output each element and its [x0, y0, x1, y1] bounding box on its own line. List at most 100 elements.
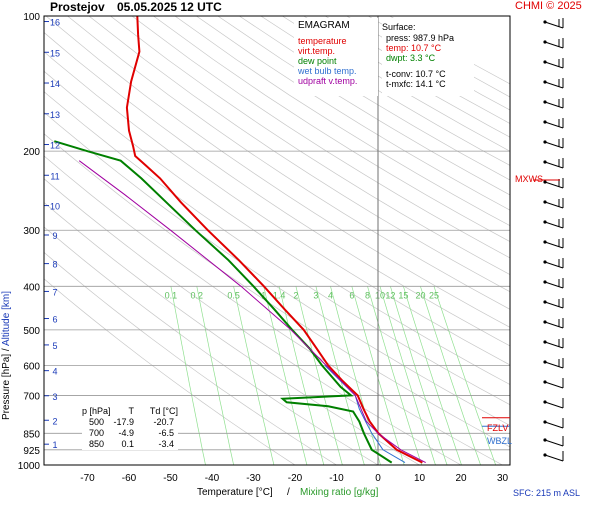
altitude-tick-label: 16 — [50, 18, 60, 28]
wind-barb-shaft — [545, 422, 563, 428]
pressure-tick-label: 200 — [23, 147, 40, 158]
temperature-tick-label: -30 — [246, 473, 261, 484]
altitude-tick-label: 1 — [52, 440, 57, 450]
temperature-tick-label: 10 — [414, 473, 426, 484]
wind-barb-shaft — [545, 122, 563, 128]
wind-barbs-column — [533, 18, 563, 461]
wind-barb-shaft — [545, 222, 563, 228]
surface-tconv: t-conv: 10.7 °C — [386, 69, 446, 79]
table-row: 500 -17.9 -20.7 — [82, 417, 178, 428]
title-station: Prostejov — [50, 0, 105, 14]
altitude-tick-label: 7 — [52, 287, 57, 297]
wind-barb-shaft — [545, 302, 563, 308]
table-cell-p: 850 — [82, 439, 104, 450]
altitude-tick-label: 10 — [50, 202, 60, 212]
wind-barb-shaft — [545, 142, 563, 148]
altitude-tick-label: 13 — [50, 110, 60, 120]
table-header-p: p [hPa] — [82, 406, 118, 417]
wind-barb-shaft — [545, 22, 563, 28]
wind-barb-shaft — [545, 382, 563, 388]
table-cell-p: 500 — [82, 417, 104, 428]
wind-barb-shaft — [545, 455, 563, 461]
x-axis-title-mixing: Mixing ratio [g/kg] — [300, 488, 378, 498]
marker-mxws: MXWS — [515, 174, 543, 184]
surface-temp: temp: 10.7 °C — [386, 43, 441, 53]
wind-barb-shaft — [545, 202, 563, 208]
mixing-ratio-line — [316, 286, 365, 465]
temperature-tick-label: -60 — [122, 473, 137, 484]
mixing-ratio-label: 15 — [398, 290, 408, 300]
wind-barb-shaft — [545, 342, 563, 348]
table-cell-t: -17.9 — [104, 417, 134, 428]
level-table: p [hPa] T Td [°C] 500 -17.9 -20.7 700 -4… — [82, 406, 178, 450]
title-datetime: 05.05.2025 12 UTC — [117, 0, 222, 14]
temperature-tick-label: 0 — [375, 473, 381, 484]
pressure-tick-label: 850 — [23, 429, 40, 440]
altitude-tick-label: 14 — [50, 79, 60, 89]
table-cell-td: -6.5 — [134, 428, 174, 439]
wind-barb-shaft — [545, 242, 563, 248]
y-axis-title: Pressure [hPa] / Altitude [km] — [0, 160, 14, 420]
wind-barb-shaft — [545, 402, 563, 408]
surface-info: Surface: press: 987.9 hPa temp: 10.7 °C … — [382, 18, 474, 96]
pressure-tick-label: 400 — [23, 282, 40, 293]
mixing-ratio-line — [390, 286, 447, 465]
mixing-ratio-label: 0.1 — [165, 290, 178, 300]
wind-barb-shaft — [545, 162, 563, 168]
marker-wbzl: WBZL — [487, 436, 512, 446]
x-axis-title-sep: / — [287, 488, 290, 498]
table-cell-td: -20.7 — [134, 417, 174, 428]
wind-barb-shaft — [545, 282, 563, 288]
wind-barb-shaft — [545, 440, 563, 446]
pressure-tick-label: 925 — [23, 446, 40, 457]
wind-barb-shaft — [545, 262, 563, 268]
mixing-ratio-label: 0.2 — [191, 290, 204, 300]
mixing-ratio-label: 10 — [375, 290, 385, 300]
temperature-tick-label: 30 — [497, 473, 509, 484]
level-table-header: p [hPa] T Td [°C] — [82, 406, 178, 417]
legend-item-dew-point: dew point — [298, 56, 337, 66]
wind-barb-shaft — [545, 102, 563, 108]
table-header-t: T — [118, 406, 134, 417]
wind-barb-shaft — [545, 182, 563, 188]
altitude-tick-label: 8 — [52, 260, 57, 270]
legend-title: EMAGRAM — [298, 20, 350, 32]
altitude-tick-label: 15 — [50, 48, 60, 58]
credit-label: CHMI © 2025 — [515, 0, 582, 13]
x-axis-title-temperature: Temperature [°C] — [197, 488, 273, 498]
temperature-tick-label: 20 — [455, 473, 467, 484]
altitude-tick-label: 11 — [50, 171, 59, 181]
mixing-ratio-line — [234, 286, 274, 465]
legend-item-wet-bulb: wet bulb temp. — [298, 66, 357, 76]
y-axis-title-pressure: Pressure [hPa] — [1, 354, 12, 420]
sfc-elevation-label: SFC: 215 m ASL — [513, 488, 580, 498]
table-row: 850 0.1 -3.4 — [82, 439, 178, 450]
table-cell-p: 700 — [82, 428, 104, 439]
table-cell-t: 0.1 — [104, 439, 134, 450]
temperature-tick-label: -10 — [329, 473, 344, 484]
legend-item-temperature: temperature — [298, 36, 347, 46]
altitude-tick-label: 5 — [52, 341, 57, 351]
y-axis-title-altitude: Altitude [km] — [1, 291, 12, 346]
mixing-ratio-label: 12 — [385, 290, 395, 300]
table-header-td: Td [°C] — [134, 406, 178, 417]
legend-item-updraft: udpraft v.temp. — [298, 76, 357, 86]
table-cell-td: -3.4 — [134, 439, 174, 450]
mixing-ratio-label: 2 — [293, 290, 298, 300]
mixing-ratio-label: 6 — [349, 290, 354, 300]
wind-barb-shaft — [545, 322, 563, 328]
surface-dwpt: dwpt: 3.3 °C — [386, 53, 435, 63]
wind-barb-shaft — [545, 82, 563, 88]
table-row: 700 -4.9 -6.5 — [82, 428, 178, 439]
surface-tmxfc: t-mxfc: 14.1 °C — [386, 79, 446, 89]
altitude-tick-label: 2 — [52, 416, 57, 426]
surface-title: Surface: — [382, 22, 416, 32]
wind-barb-shaft — [545, 362, 563, 368]
temperature-tick-label: -50 — [163, 473, 178, 484]
pressure-tick-label: 100 — [23, 12, 40, 23]
pressure-tick-label: 600 — [23, 361, 40, 372]
legend: EMAGRAM temperature virt.temp. dew point… — [294, 18, 378, 96]
pressure-tick-label: 300 — [23, 226, 40, 237]
wind-barb-shaft — [545, 62, 563, 68]
